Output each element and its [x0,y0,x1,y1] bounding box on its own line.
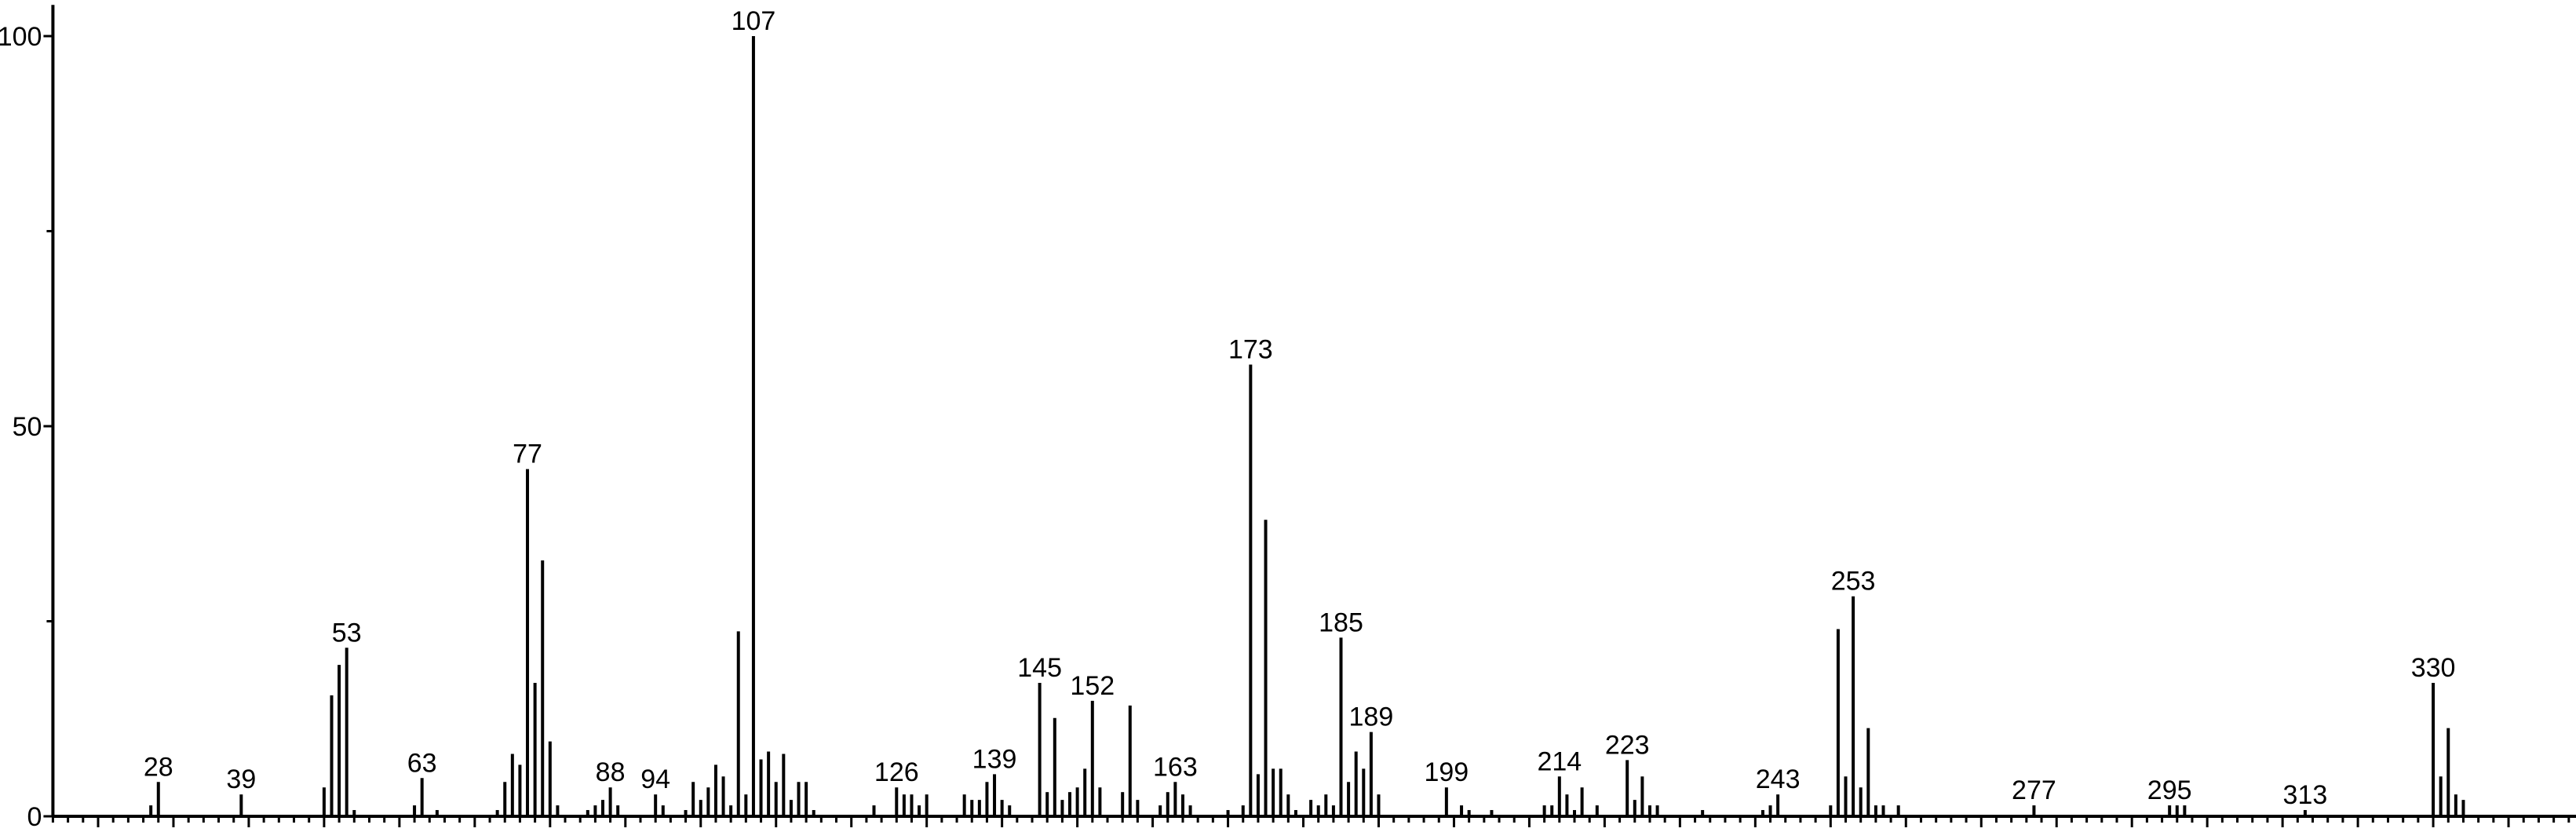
peak-label: 107 [732,6,776,36]
peak-label: 189 [1349,702,1394,732]
peak-label: 28 [144,752,173,782]
peak-label: 313 [2283,780,2328,810]
y-axis: 0 50 100 [0,5,55,832]
peak-label: 277 [2012,775,2056,805]
peak-label: 214 [1537,746,1582,776]
y-tick-label: 50 [13,412,42,442]
peak-label: 126 [874,757,919,787]
peak-label: 88 [596,757,626,787]
peak-label: 139 [972,744,1017,774]
peak-label: 295 [2147,775,2192,805]
peak-label: 185 [1319,608,1363,637]
peak-label: 94 [640,764,670,794]
peak-labels-layer: 28 39 53 63 77 88 94 107 126 139 145 152 163 173 185 18… [144,6,2456,810]
peak-label: 173 [1228,334,1273,364]
peak-label: 39 [226,764,256,794]
peak-label: 77 [513,440,542,469]
y-tick-label: 0 [27,802,42,832]
peak-label: 145 [1017,653,1062,683]
peak-label: 243 [1756,764,1801,794]
peak-label: 63 [407,748,437,778]
x-axis: 2030405060708090100110120130140150160170… [51,815,2576,827]
peaks-layer [149,36,2465,816]
y-tick-label: 100 [0,22,42,52]
peak-label: 330 [2411,653,2456,683]
peak-label: 253 [1831,567,1876,597]
peak-label: 53 [332,618,362,648]
peak-label: 163 [1153,752,1198,782]
peak-label: 199 [1424,757,1469,787]
peak-label: 152 [1070,671,1115,701]
peak-label: 223 [1605,730,1650,760]
